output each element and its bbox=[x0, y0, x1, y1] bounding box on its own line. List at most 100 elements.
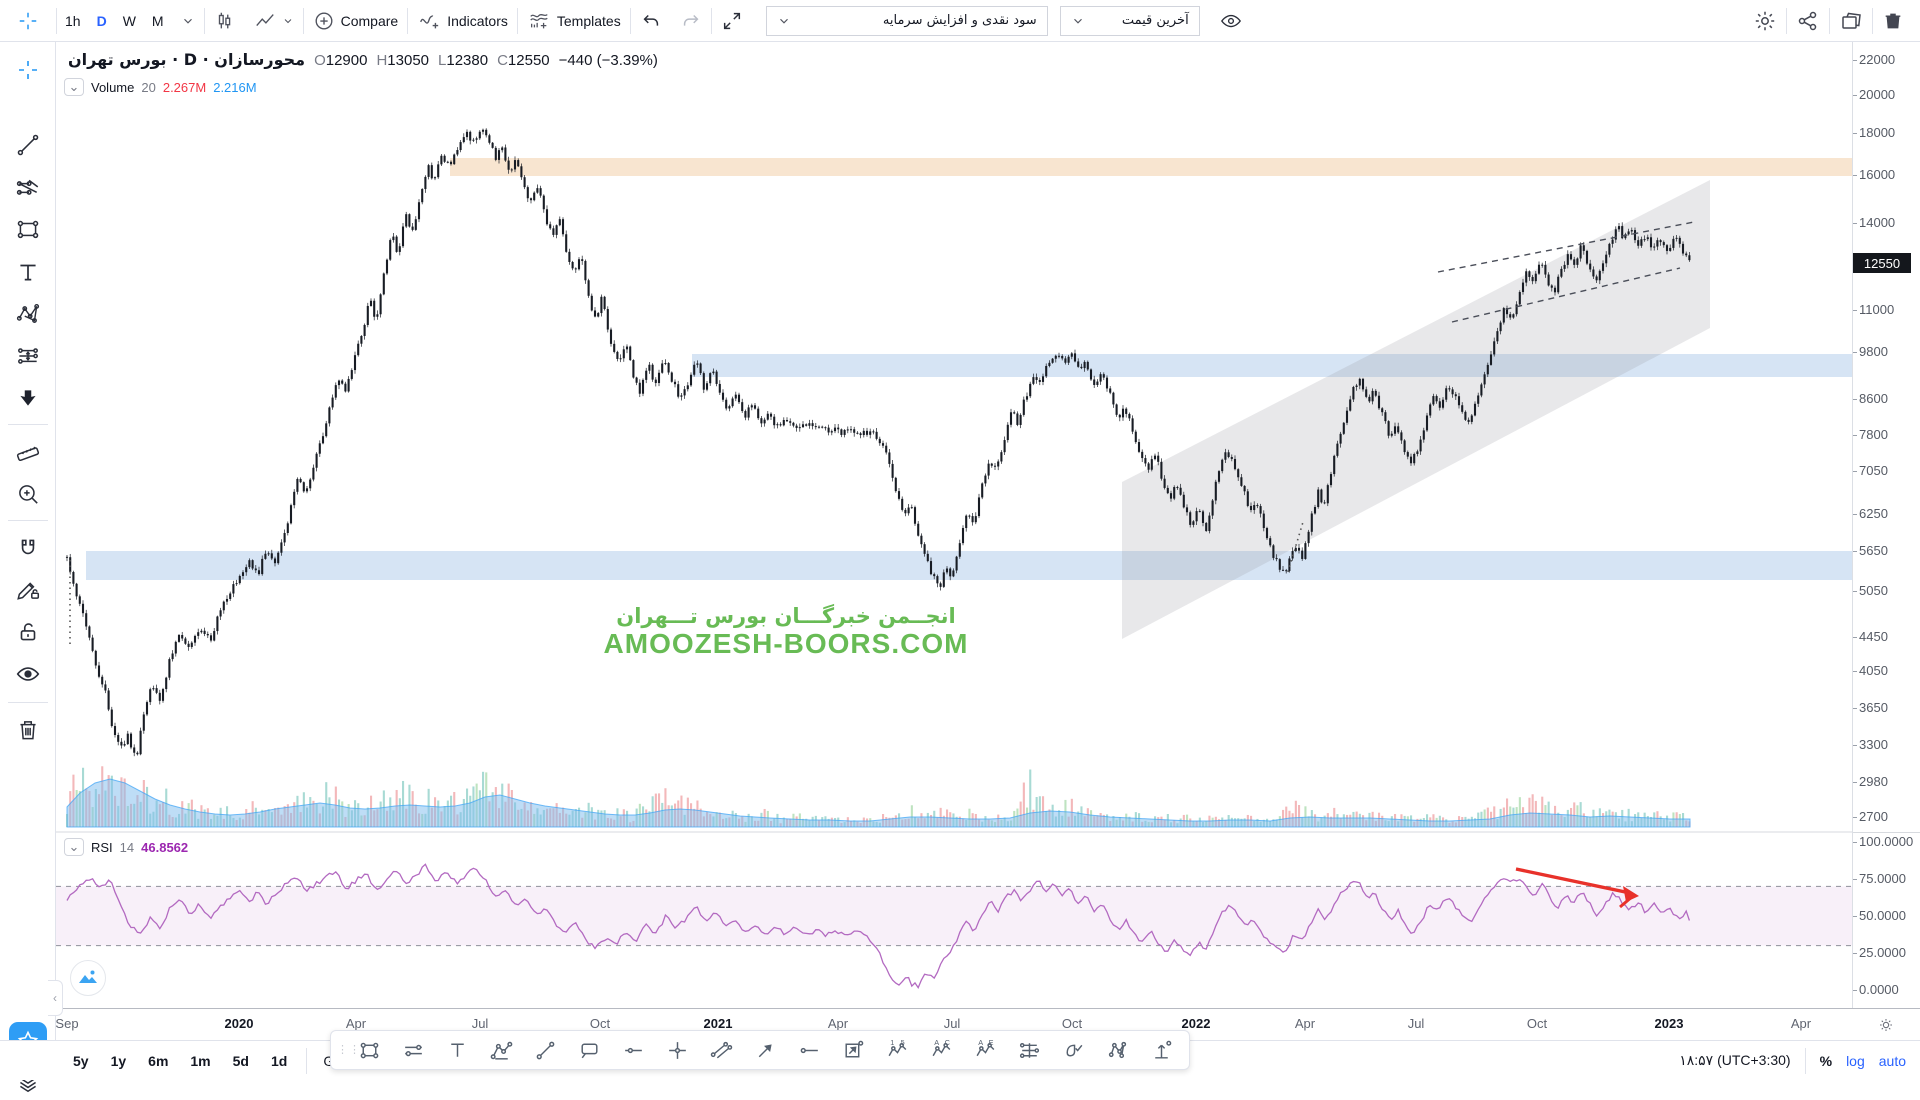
tool-hide-all-button[interactable] bbox=[10, 656, 46, 692]
chart-style-line-button[interactable] bbox=[245, 0, 303, 42]
volume-collapse-button[interactable]: ⌄ bbox=[64, 78, 84, 96]
price-source-label: آخرین قیمت bbox=[1121, 13, 1189, 28]
high-value: 13050 bbox=[387, 52, 430, 69]
forecast-levels-icon bbox=[18, 348, 38, 364]
select-rectangle-tool-button[interactable] bbox=[347, 1032, 391, 1068]
arrow-marker-tool-button[interactable] bbox=[743, 1032, 787, 1068]
share-button[interactable] bbox=[1787, 0, 1829, 42]
text-tool-tool-button[interactable] bbox=[435, 1032, 479, 1068]
vertical-arrow-tool-button[interactable] bbox=[1139, 1032, 1183, 1068]
settings-button[interactable] bbox=[1744, 0, 1786, 42]
xabcd-pattern-tool-button[interactable] bbox=[1095, 1032, 1139, 1068]
price-range-tool-button[interactable] bbox=[831, 1032, 875, 1068]
tool-remove-all-button[interactable] bbox=[10, 712, 46, 748]
crosshair-mode-button[interactable] bbox=[0, 0, 56, 42]
range-5y-button[interactable]: 5y bbox=[64, 1049, 98, 1073]
svg-text:1: 1 bbox=[890, 1038, 894, 1047]
interval-month-button[interactable]: M bbox=[144, 0, 172, 42]
tool-rectangle-button[interactable] bbox=[10, 212, 46, 248]
open-value: 12900 bbox=[325, 52, 368, 69]
price-tick-20000: 20000 bbox=[1852, 87, 1896, 102]
range-5d-button[interactable]: 5d bbox=[224, 1049, 258, 1073]
arrow-down-icon bbox=[20, 390, 36, 406]
rsi-length: 14 bbox=[119, 839, 135, 855]
interval-week-button[interactable]: W bbox=[115, 0, 144, 42]
rsi-tick-50: 50.0000 bbox=[1853, 908, 1906, 923]
undo-button[interactable] bbox=[631, 0, 671, 42]
visibility-button[interactable] bbox=[1210, 0, 1252, 42]
corporate-actions-dropdown[interactable]: سود نقدی و افزایش سرمایه bbox=[765, 5, 1048, 36]
percent-scale-button[interactable]: % bbox=[1819, 1052, 1833, 1069]
tool-trend-line-button[interactable] bbox=[10, 127, 46, 163]
trend-line-tool-button[interactable] bbox=[523, 1032, 567, 1068]
broker-logo[interactable] bbox=[70, 960, 106, 996]
time-axis-settings[interactable] bbox=[1852, 1008, 1920, 1040]
parallel-channel-tool-button[interactable] bbox=[699, 1032, 743, 1068]
select-rectangle-icon bbox=[360, 1042, 378, 1058]
resistance-zone-orange[interactable] bbox=[450, 158, 1852, 176]
cross-line-tool-button[interactable] bbox=[655, 1032, 699, 1068]
tool-lock-all-button[interactable] bbox=[10, 614, 46, 650]
left-drawing-toolbar bbox=[0, 42, 56, 1093]
sidebar-collapse-handle[interactable]: ‹ bbox=[48, 980, 63, 1016]
price-axis[interactable]: 22000 20000 18000 16000 14000 11000 9800 8600 78… bbox=[1852, 42, 1920, 1008]
log-scale-button[interactable]: log bbox=[1846, 1052, 1865, 1069]
horizontal-ray-tool-button[interactable] bbox=[787, 1032, 831, 1068]
tool-crosshair-button[interactable] bbox=[10, 52, 46, 88]
time-levels-tool-button[interactable] bbox=[1007, 1032, 1051, 1068]
tool-arrow-sticker-button[interactable] bbox=[10, 380, 46, 416]
divider bbox=[1786, 7, 1787, 34]
parallel-lines-tool-button[interactable] bbox=[391, 1032, 435, 1068]
range-1m-button[interactable]: 1m bbox=[181, 1049, 219, 1073]
rising-channel[interactable] bbox=[1122, 180, 1710, 639]
support-zone-blue-lower[interactable] bbox=[86, 551, 1852, 580]
tool-measure-button[interactable] bbox=[10, 434, 46, 470]
trash-icon bbox=[1885, 13, 1901, 28]
line-chart-icon bbox=[255, 13, 274, 26]
rsi-collapse-button[interactable]: ⌄ bbox=[64, 838, 84, 856]
clock-label[interactable]: ۱۸:۵۷ (UTC+3:30) bbox=[1679, 1052, 1791, 1068]
magnet-icon bbox=[21, 539, 35, 555]
price-chart-canvas[interactable] bbox=[56, 42, 1852, 1008]
chart-pane-container: محورسازان · D · بورس تهران O12900 H13050… bbox=[56, 42, 1852, 1008]
compare-button[interactable]: Compare bbox=[304, 0, 408, 42]
chevron-down-icon bbox=[779, 18, 788, 24]
tool-drawing-mode-button[interactable] bbox=[10, 572, 46, 608]
tool-text-button[interactable] bbox=[10, 254, 46, 290]
tool-magnet-button[interactable] bbox=[10, 530, 46, 566]
time-tick-2023: 2023 bbox=[1654, 1016, 1684, 1031]
callout-tool-button[interactable] bbox=[567, 1032, 611, 1068]
chart-style-candles-button[interactable] bbox=[205, 0, 245, 42]
indicators-button[interactable]: Indicators bbox=[408, 0, 517, 42]
interval-menu-button[interactable] bbox=[172, 0, 204, 42]
unlock-icon bbox=[20, 623, 36, 641]
tool-zoom-in-button[interactable] bbox=[10, 476, 46, 512]
delete-button[interactable] bbox=[1873, 0, 1920, 42]
volume-ma-value: 2.216M bbox=[213, 79, 257, 95]
redo-button[interactable] bbox=[671, 0, 711, 42]
tool-forecast-button[interactable] bbox=[10, 338, 46, 374]
interval-1h-button[interactable]: 1h bbox=[57, 0, 89, 42]
tool-xabcd-button[interactable] bbox=[10, 296, 46, 332]
price-source-dropdown[interactable]: آخرین قیمت bbox=[1059, 5, 1200, 36]
fullscreen-button[interactable] bbox=[712, 0, 752, 42]
drag-handle[interactable]: ⋮⋮ bbox=[337, 1043, 361, 1056]
text-tool-icon bbox=[20, 264, 36, 281]
rsi-arrow-annotation[interactable] bbox=[1515, 867, 1631, 895]
pitchfork-tool-button[interactable] bbox=[479, 1032, 523, 1068]
horizontal-line-tool-button[interactable] bbox=[611, 1032, 655, 1068]
tool-fib-button[interactable] bbox=[10, 170, 46, 206]
range-6m-button[interactable]: 6m bbox=[139, 1049, 177, 1073]
supply-zone-blue-upper[interactable] bbox=[692, 354, 1852, 377]
price-tick-18000: 18000 bbox=[1852, 125, 1896, 140]
templates-button[interactable]: Templates bbox=[518, 0, 630, 42]
auto-scale-button[interactable]: auto bbox=[1878, 1052, 1906, 1069]
snapshot-button[interactable] bbox=[1830, 0, 1872, 42]
interval-day-button[interactable]: D bbox=[89, 0, 115, 42]
range-1d-button[interactable]: 1d bbox=[262, 1049, 296, 1073]
brush-check-tool-button[interactable] bbox=[1051, 1032, 1095, 1068]
range-1y-button[interactable]: 1y bbox=[102, 1049, 136, 1073]
